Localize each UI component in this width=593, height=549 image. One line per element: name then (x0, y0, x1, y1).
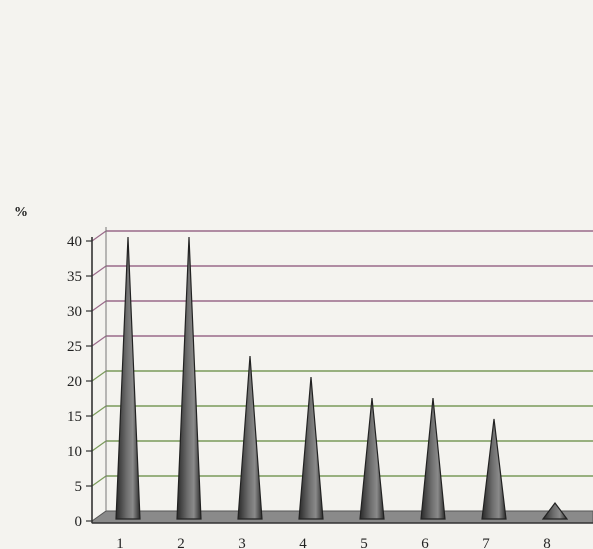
y-tick-label: 5 (75, 479, 83, 495)
gridline-slant (91, 265, 107, 277)
x-tick-labels: 1 2 3 4 5 6 7 8 (116, 536, 551, 549)
y-tick-label: 35 (67, 269, 82, 285)
x-tick-label: 1 (116, 536, 124, 549)
y-axis-label: % (14, 205, 28, 220)
gridline-slant (91, 370, 107, 382)
bar-cone (359, 397, 385, 520)
bar-cone (298, 376, 324, 520)
x-tick-label: 3 (238, 536, 246, 549)
y-tick-label: 10 (67, 444, 82, 460)
x-tick-label: 8 (543, 536, 551, 549)
chart-floor (91, 510, 593, 524)
gridline-slant (91, 335, 107, 347)
axes (86, 227, 593, 524)
gridline-slant (91, 230, 107, 242)
gridline-slant (91, 405, 107, 417)
y-tick-label: 15 (67, 409, 82, 425)
y-tick-label: 40 (67, 234, 82, 250)
x-tick-label: 7 (482, 536, 490, 549)
bar-cone (420, 397, 446, 520)
y-tick-label: 0 (75, 514, 83, 530)
y-tick-label: 30 (67, 304, 82, 320)
x-tick-label: 6 (421, 536, 429, 549)
bar-cone (481, 418, 507, 520)
floor-plane (91, 510, 593, 524)
y-tick-labels: 0 5 10 15 20 25 30 35 40 (67, 234, 82, 530)
bar-cone (541, 502, 569, 520)
x-tick-label: 4 (299, 536, 307, 549)
y-tick-label: 20 (67, 374, 82, 390)
x-tick-label: 5 (360, 536, 368, 549)
bars (115, 236, 569, 520)
bar-cone (115, 236, 141, 520)
gridline-slant (91, 440, 107, 452)
gridline-slant (91, 475, 107, 487)
x-tick-label: 2 (177, 536, 185, 549)
bar-cone (176, 236, 202, 520)
y-tick-label: 25 (67, 339, 82, 355)
gridline-slant (91, 300, 107, 312)
bar-cone (237, 355, 263, 520)
